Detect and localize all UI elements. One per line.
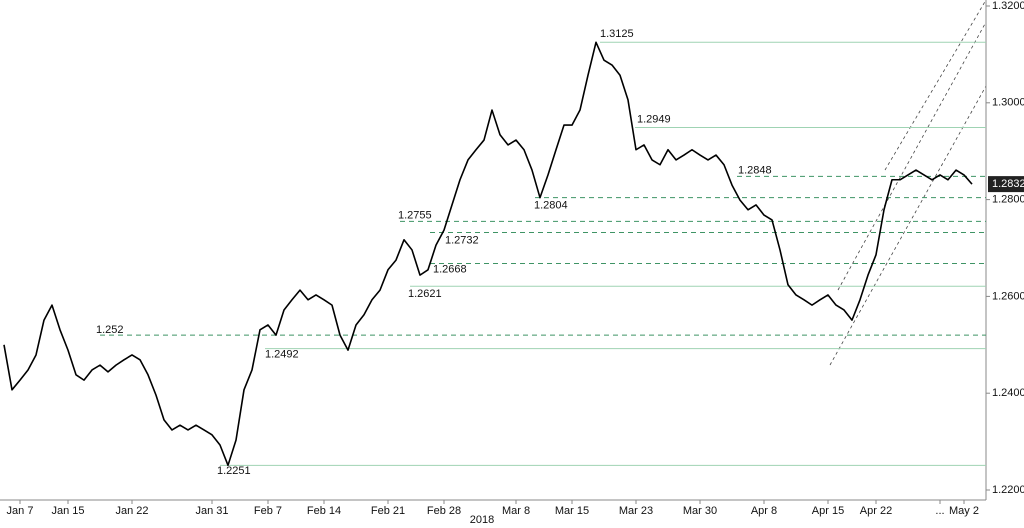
x-tick-label: May 2	[949, 505, 979, 517]
level-label: 1.2848	[738, 164, 772, 176]
x-tick-label: Mar 8	[502, 505, 530, 517]
level-label: 1.2804	[534, 200, 568, 212]
x-tick-label: Feb 14	[307, 505, 341, 517]
trend-line	[829, 85, 987, 366]
level-label: 1.2668	[433, 263, 467, 275]
x-tick-label: Feb 28	[427, 505, 461, 517]
last-price-label: 1.2832	[992, 178, 1024, 190]
trend-line	[884, 0, 987, 171]
x-tick-label: Apr 8	[751, 505, 777, 517]
x-tick-label: Mar 15	[555, 505, 589, 517]
level-label: 1.2755	[398, 209, 432, 221]
x-tick-label: ...	[935, 505, 944, 517]
x-tick-label: Jan 31	[195, 505, 228, 517]
level-label: 1.2732	[445, 234, 479, 246]
y-tick-label: 1.2800	[992, 194, 1024, 206]
level-label: 1.3125	[600, 28, 634, 40]
x-tick-label: Jan 7	[7, 505, 34, 517]
x-tick-label: Jan 22	[115, 505, 148, 517]
y-tick-label: 1.3000	[992, 97, 1024, 109]
trend-channel	[829, 0, 987, 366]
level-label: 1.252	[96, 324, 124, 336]
x-tick-label: Feb 21	[371, 505, 405, 517]
y-tick-label: 1.2400	[992, 387, 1024, 399]
y-tick-label: 1.3200	[992, 0, 1024, 12]
x-tick-label: Feb 7	[254, 505, 282, 517]
y-tick-label: 1.2600	[992, 290, 1024, 302]
x-tick-label: Mar 30	[683, 505, 717, 517]
level-label: 1.2621	[408, 288, 442, 300]
x-tick-label: Jan 15	[51, 505, 84, 517]
level-label: 1.2949	[637, 113, 671, 125]
level-label: 1.2251	[217, 465, 251, 477]
level-label: 1.2492	[265, 349, 299, 361]
y-tick-label: 1.2200	[992, 484, 1024, 496]
x-tick-label: Apr 15	[812, 505, 844, 517]
last-price-box	[988, 176, 1024, 193]
x-axis-label: 2018	[470, 514, 494, 526]
x-tick-label: Apr 22	[860, 505, 892, 517]
x-tick-label: Mar 23	[619, 505, 653, 517]
price-line	[3, 41, 973, 467]
